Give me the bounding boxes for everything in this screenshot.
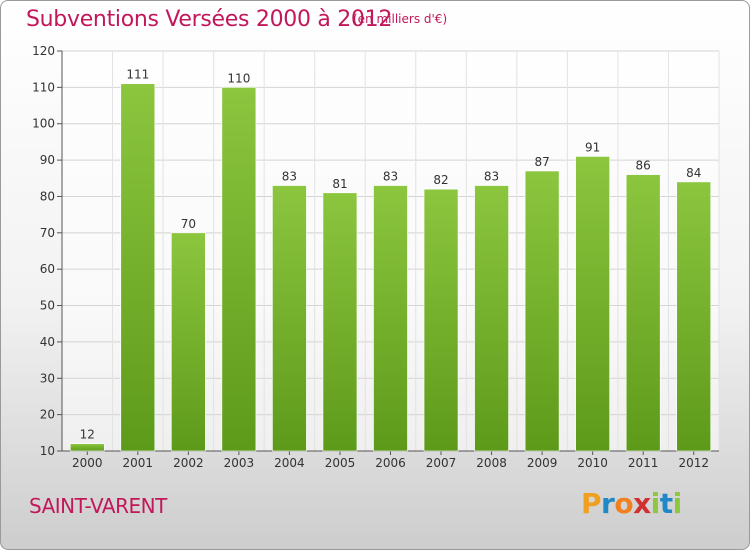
x-tick-label: 2003 — [224, 456, 255, 470]
data-label: 83 — [282, 170, 297, 184]
bar — [373, 185, 408, 452]
chart-subtitle: (en milliers d'€) — [353, 12, 448, 26]
bar — [474, 185, 509, 452]
data-label: 82 — [433, 173, 448, 187]
bar — [676, 181, 712, 452]
y-tick-label: 40 — [40, 335, 55, 349]
bar — [575, 156, 610, 452]
x-tick-label: 2008 — [476, 456, 507, 470]
y-tick-label: 60 — [40, 262, 55, 276]
bar — [322, 192, 358, 452]
logo-letter: t — [659, 487, 673, 520]
x-tick-label: 2007 — [426, 456, 457, 470]
x-tick-label: 2010 — [577, 456, 608, 470]
logo-letter: P — [581, 487, 602, 520]
x-tick-label: 2005 — [325, 456, 356, 470]
x-tick-label: 2011 — [628, 456, 659, 470]
data-label: 12 — [80, 428, 95, 442]
x-tick-label: 2004 — [274, 456, 305, 470]
x-tick-label: 2000 — [72, 456, 103, 470]
commune-name: SAINT-VARENT — [29, 494, 167, 518]
y-tick-label: 70 — [40, 226, 55, 240]
proxiti-logo: Proxiti — [581, 487, 682, 520]
logo-letter: r — [601, 487, 615, 520]
bar — [221, 87, 257, 452]
y-tick-label: 80 — [40, 189, 55, 203]
bars — [69, 83, 712, 452]
bar — [524, 170, 560, 452]
data-label: 86 — [636, 159, 651, 173]
data-label: 84 — [686, 166, 701, 180]
x-tick-label: 2002 — [173, 456, 204, 470]
x-tick-label: 2006 — [375, 456, 406, 470]
logo-letter: i — [650, 487, 661, 520]
bar — [625, 174, 661, 452]
bar — [69, 443, 105, 452]
y-tick-label: 90 — [40, 153, 55, 167]
data-label: 81 — [332, 177, 347, 191]
y-tick-label: 20 — [40, 408, 55, 422]
bar — [171, 232, 206, 452]
data-label: 83 — [484, 170, 499, 184]
bar — [272, 185, 307, 452]
data-label: 91 — [585, 140, 600, 154]
y-tick-label: 10 — [40, 444, 55, 458]
labels: 12 2000 111 2001 70 2002 110 2003 83 2004 81 2005 83… — [72, 68, 709, 470]
y-tick-label: 100 — [32, 117, 55, 131]
data-label: 70 — [181, 217, 196, 231]
logo-letter: x — [633, 487, 651, 520]
data-label: 87 — [534, 155, 549, 169]
logo-letter: i — [672, 487, 683, 520]
x-tick-label: 2012 — [678, 456, 709, 470]
bar — [120, 83, 156, 452]
data-label: 83 — [383, 170, 398, 184]
logo-letter: o — [614, 487, 634, 520]
bar — [423, 188, 459, 452]
y-tick-label: 110 — [32, 80, 55, 94]
y-tick-label: 50 — [40, 299, 55, 313]
chart-title: Subventions Versées 2000 à 2012 — [26, 7, 393, 32]
data-label: 111 — [126, 68, 149, 82]
y-tick-label: 30 — [40, 371, 55, 385]
x-tick-label: 2009 — [527, 456, 558, 470]
y-tick-label: 120 — [32, 44, 55, 58]
x-tick-label: 2001 — [123, 456, 154, 470]
data-label: 110 — [227, 71, 250, 85]
